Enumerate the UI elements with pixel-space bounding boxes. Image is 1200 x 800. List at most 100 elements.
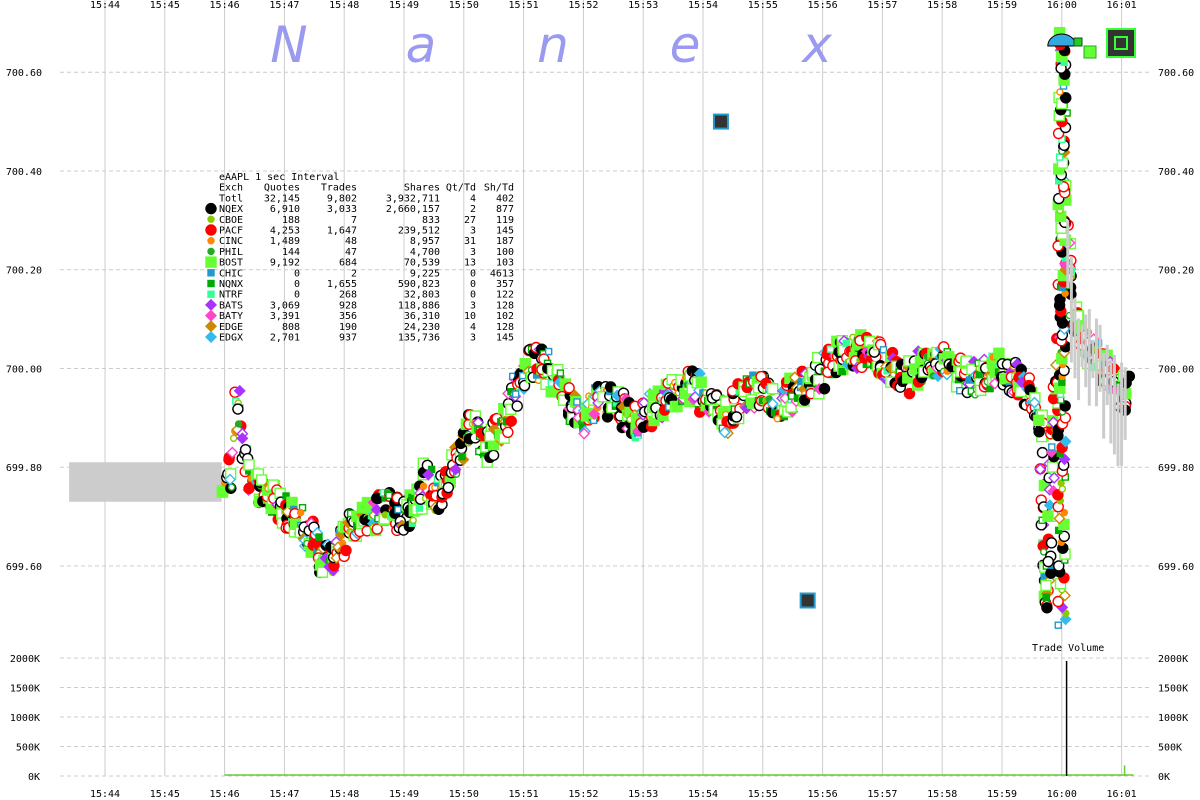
marker-edgx	[224, 473, 237, 486]
y-tick-labels: 700.60 700.60 700.40 700.40 700.20 700.20 700.…	[6, 68, 1194, 573]
x-tick-bottom: 15:45	[150, 789, 180, 800]
marker-nqex	[205, 202, 217, 215]
marker-phil	[207, 247, 215, 256]
marker-ntrf	[1055, 153, 1064, 161]
volume-panel: 2000K 2000K 1500K 1500K 1000K 1000K 500K 500K 0K…	[10, 643, 1188, 783]
marker-chic	[544, 347, 553, 356]
x-tick-bottom: 15:58	[927, 789, 957, 800]
legend-shares: 3,932,711	[386, 193, 440, 204]
legend-quotes: 0	[294, 268, 300, 279]
legend-header: Exch	[219, 183, 243, 194]
marker-cboe	[1058, 485, 1067, 493]
marker-nqex	[487, 449, 500, 461]
marker-pacf	[340, 544, 352, 557]
legend-shares: 2,660,157	[386, 204, 440, 215]
vol-tick-right: 1000K	[1158, 713, 1188, 724]
legend-trades: 7	[351, 215, 357, 226]
legend-header: Quotes	[264, 183, 300, 194]
marker-nqnx	[315, 533, 323, 541]
marker-cinc	[773, 415, 782, 423]
legend-quotes: 6,910	[270, 204, 300, 215]
x-tick-bottom: 15:59	[987, 789, 1017, 800]
x-tick-bottom: 15:55	[748, 789, 778, 800]
vol-tick-left: 500K	[16, 743, 40, 754]
legend-quotes: 144	[282, 247, 300, 258]
marker-nqnx	[838, 368, 846, 376]
y-tick-left: 700.20	[6, 266, 42, 277]
marker-pacf	[1052, 595, 1064, 608]
marker-bost	[1042, 510, 1054, 522]
marker-cboe	[229, 434, 238, 442]
marker-pacf	[505, 415, 517, 427]
marker-nqnx	[282, 492, 290, 500]
legend-quotes: 808	[282, 322, 300, 333]
marker-bost	[1040, 579, 1052, 592]
legend-header: Shares	[404, 183, 440, 194]
marker-bats	[205, 298, 217, 311]
marker-pacf	[1052, 489, 1064, 501]
marker-ntrf	[207, 290, 215, 298]
x-tick-top: 15:58	[927, 0, 957, 11]
legend-exch: BOST	[219, 258, 243, 269]
vol-tick-left: 0K	[28, 772, 40, 783]
marker-cinc	[1056, 88, 1064, 96]
x-tick-labels: 15:44 15:44 15:45 15:45 15:46 15:46 15:47 15:47…	[90, 0, 1137, 800]
cap-square	[1083, 45, 1097, 59]
legend-sh-td: 187	[496, 236, 514, 247]
marker-nqnx	[385, 491, 393, 500]
marker-bost	[671, 400, 683, 413]
marker-ntrf	[826, 345, 835, 353]
legend-sh-td: 100	[496, 247, 514, 258]
legend-exch: PACF	[219, 226, 243, 237]
marker-edgx	[718, 426, 731, 439]
vol-tick-right: 2000K	[1158, 654, 1188, 665]
marker-bost	[993, 347, 1005, 359]
volume-title: Trade Volume	[1032, 643, 1104, 654]
legend-sh-td: 128	[496, 300, 514, 311]
marker-ntrf	[842, 339, 850, 347]
marker-bats	[449, 463, 462, 476]
marker-bost	[1046, 461, 1059, 473]
legend-quotes: 188	[282, 215, 300, 226]
marker-pacf	[903, 387, 916, 400]
legend-quotes: 0	[294, 279, 300, 290]
marker-baty	[588, 408, 601, 421]
x-tick-top: 15:48	[329, 0, 359, 11]
x-tick-top: 15:45	[150, 0, 180, 11]
marker-baty	[578, 427, 591, 440]
legend-trades: 3,033	[327, 204, 357, 215]
marker-nqex	[1041, 602, 1053, 614]
marker-baty	[988, 377, 1001, 390]
outliers	[712, 113, 816, 609]
marker-chic	[1054, 621, 1062, 629]
legend-qt-td: 3	[470, 247, 476, 258]
marker-bost	[1033, 414, 1045, 427]
marker-nqex	[511, 400, 523, 412]
marker-chic	[573, 398, 581, 406]
legend-header: Trades	[321, 183, 357, 194]
cap-square	[1073, 37, 1083, 47]
y-tick-left: 700.60	[6, 68, 42, 79]
marker-phil	[234, 420, 243, 428]
legend-exch: BATS	[219, 300, 243, 311]
vol-tick-right: 0K	[1158, 772, 1170, 783]
marker-edge	[788, 371, 801, 384]
x-tick-bottom: 16:01	[1107, 789, 1137, 800]
x-tick-top: 15:47	[269, 0, 299, 11]
legend-shares: 135,736	[398, 333, 440, 344]
y-tick-right: 700.40	[1158, 167, 1194, 178]
marker-bats	[1034, 463, 1047, 476]
legend-qt-td: 3	[470, 300, 476, 311]
marker-nqex	[730, 411, 743, 423]
price-markers	[216, 26, 1136, 629]
legend-trades: 684	[339, 258, 357, 269]
x-tick-bottom: 15:44	[90, 789, 120, 800]
legend-trades: 356	[339, 311, 357, 322]
legend-exch: BATY	[219, 311, 243, 322]
cap-marker	[1047, 33, 1077, 47]
marker-bats	[236, 432, 249, 445]
watermark-letter: e	[670, 16, 701, 74]
marker-phil	[1039, 548, 1048, 556]
